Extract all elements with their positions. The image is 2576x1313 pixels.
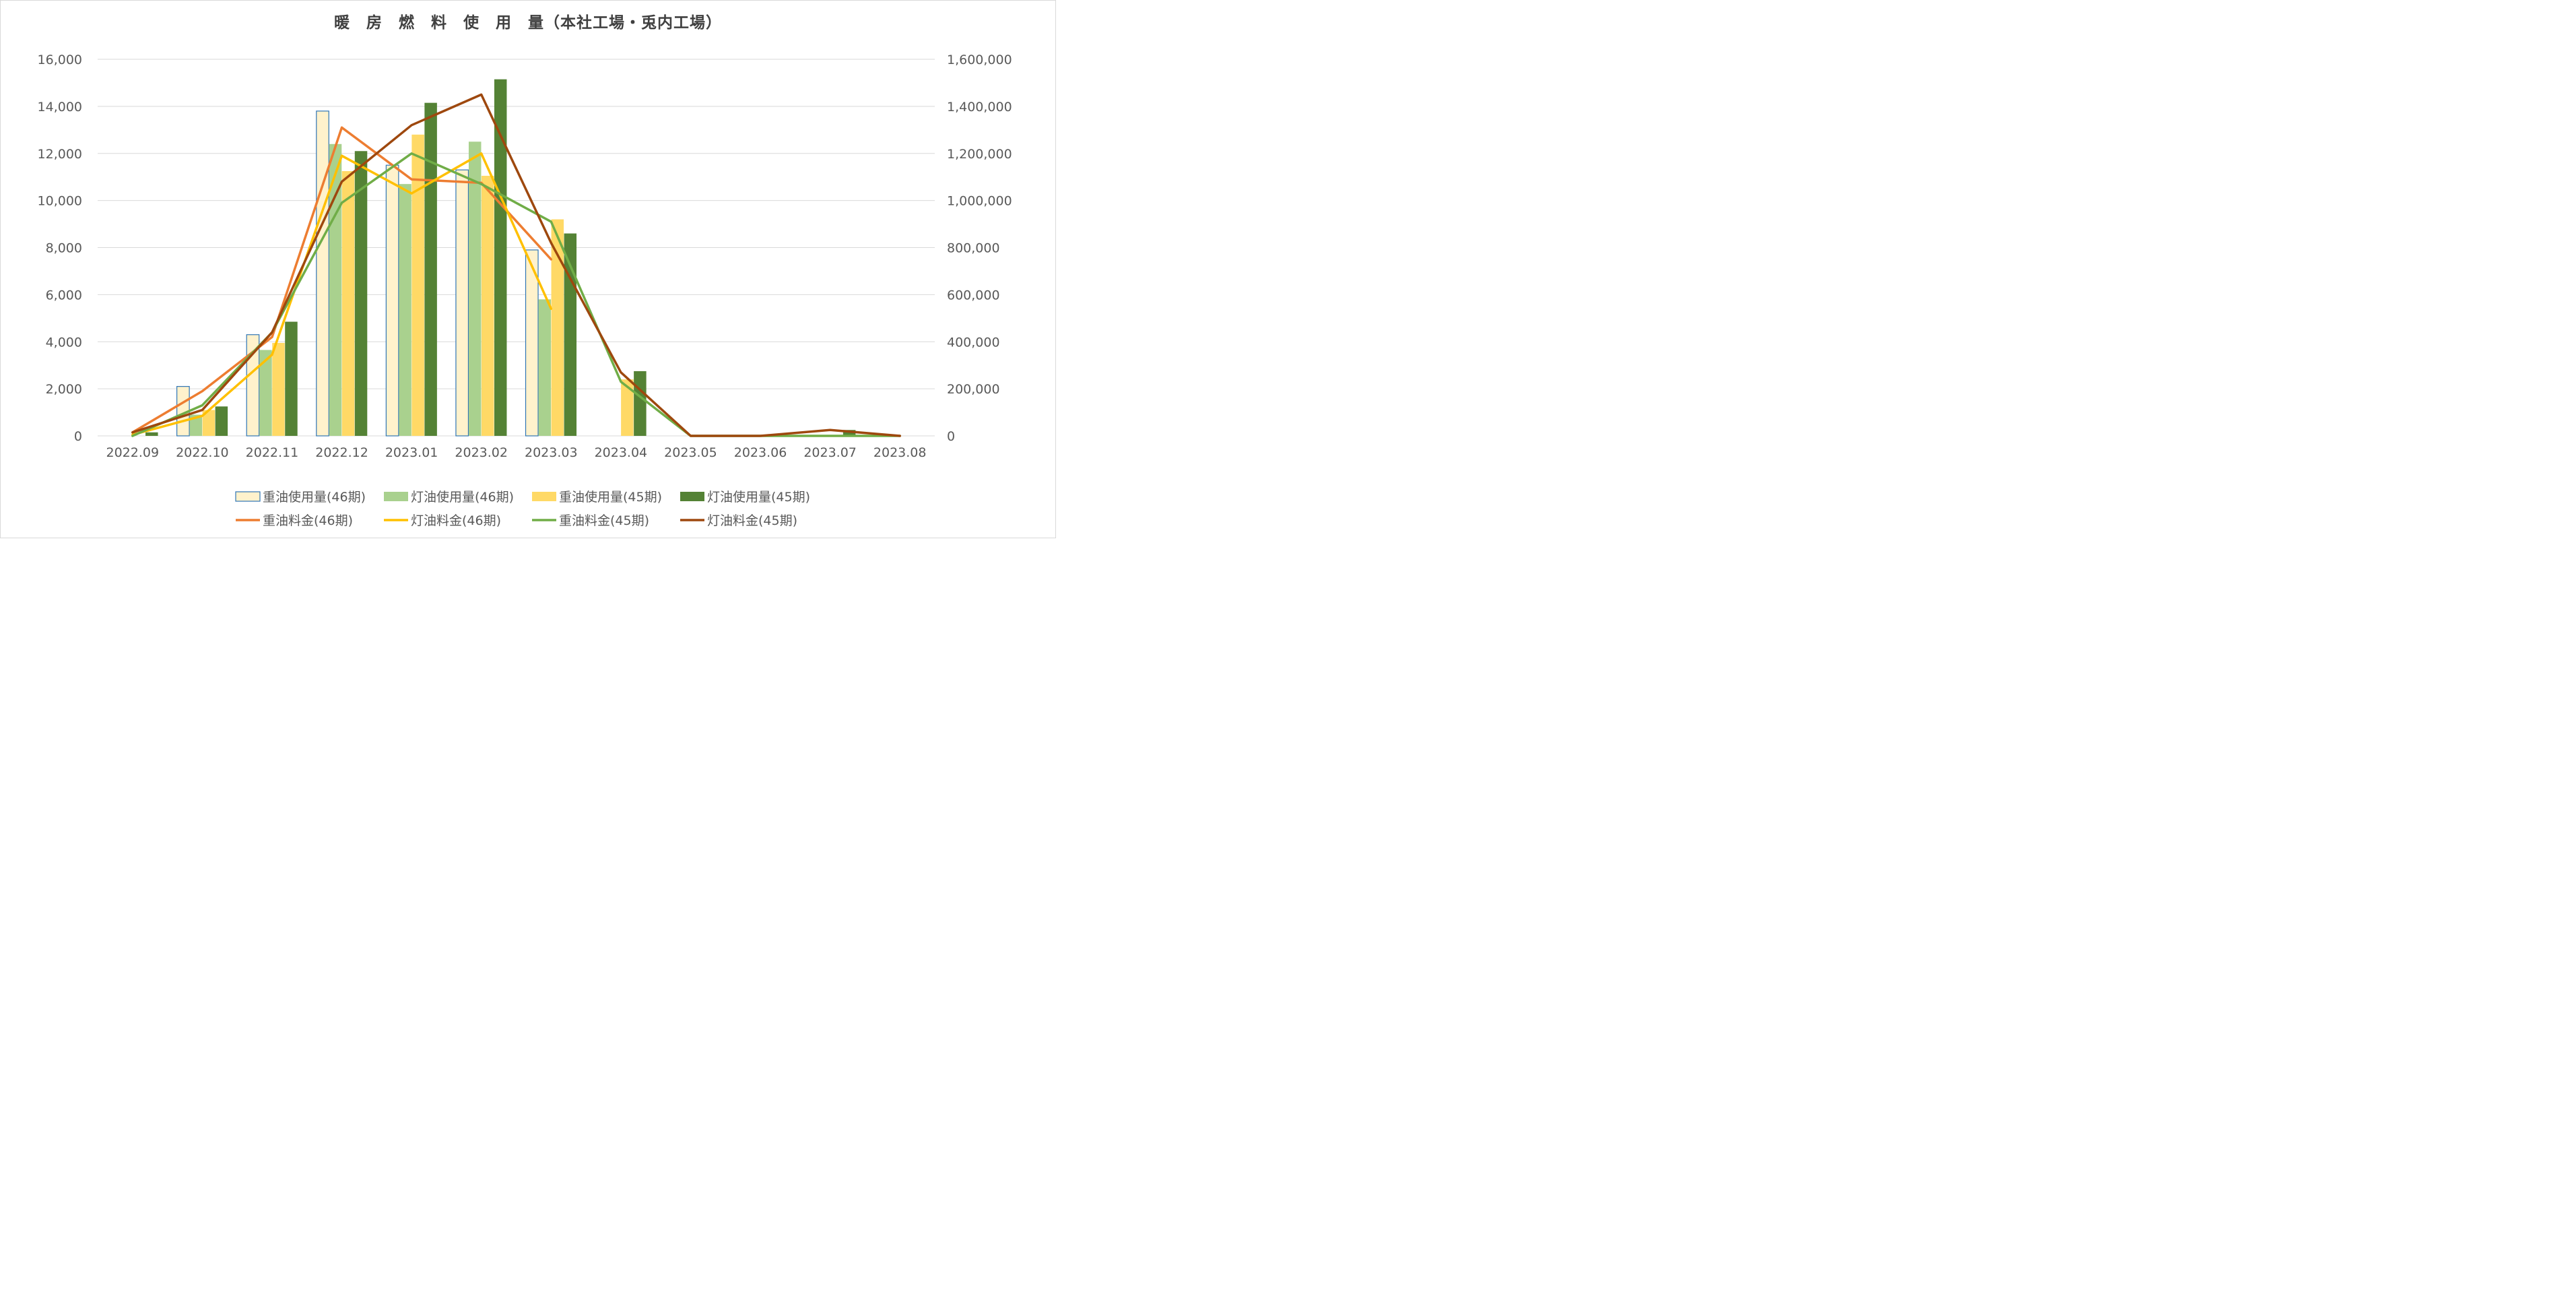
bar bbox=[525, 249, 539, 437]
legend-label: 灯油料金(46期) bbox=[411, 513, 501, 528]
bar bbox=[551, 219, 564, 436]
bar bbox=[202, 410, 216, 436]
y-right-tick-label: 1,000,000 bbox=[947, 194, 1012, 209]
x-tick-label: 2022.12 bbox=[315, 445, 368, 460]
bar bbox=[481, 175, 494, 436]
bar bbox=[538, 299, 552, 436]
chart-frame bbox=[0, 0, 1056, 538]
x-tick-label: 2022.09 bbox=[106, 445, 160, 460]
legend-swatch bbox=[532, 492, 556, 501]
chart-title: 暖 房 燃 料 使 用 量（本社工場・兎内工場） bbox=[334, 14, 722, 32]
bar bbox=[399, 184, 411, 436]
y-left-tick-label: 10,000 bbox=[38, 194, 82, 209]
y-left-tick-label: 2,000 bbox=[46, 382, 82, 397]
y-right-tick-label: 400,000 bbox=[947, 335, 1000, 350]
bar bbox=[329, 143, 342, 436]
x-tick-label: 2022.11 bbox=[246, 445, 299, 460]
y-right-tick-label: 800,000 bbox=[947, 241, 1000, 256]
bar bbox=[246, 334, 260, 437]
bar bbox=[316, 110, 329, 437]
x-tick-label: 2023.02 bbox=[455, 445, 508, 460]
legend-label: 灯油料金(45期) bbox=[707, 513, 797, 528]
y-right-tick-label: 1,400,000 bbox=[947, 100, 1012, 115]
y-left-tick-label: 8,000 bbox=[46, 241, 82, 256]
bar bbox=[354, 151, 368, 436]
y-right-tick-label: 1,600,000 bbox=[947, 53, 1012, 67]
y-left-tick-label: 12,000 bbox=[38, 147, 82, 162]
bar bbox=[634, 371, 647, 436]
y-right-tick-label: 0 bbox=[947, 429, 955, 444]
y-right-tick-label: 1,200,000 bbox=[947, 147, 1012, 162]
legend-label: 重油使用量(46期) bbox=[263, 490, 366, 505]
bar bbox=[341, 170, 355, 436]
y-right-tick-label: 600,000 bbox=[947, 288, 1000, 302]
y-right-tick-label: 200,000 bbox=[947, 382, 1000, 397]
bar bbox=[843, 430, 856, 436]
bar bbox=[424, 102, 437, 436]
x-tick-label: 2023.08 bbox=[873, 445, 927, 460]
bar bbox=[259, 350, 272, 436]
bar bbox=[145, 432, 158, 436]
x-tick-label: 2023.01 bbox=[385, 445, 438, 460]
legend-label: 重油料金(45期) bbox=[559, 513, 649, 528]
bar bbox=[272, 342, 285, 436]
bar bbox=[621, 379, 634, 436]
bar bbox=[494, 79, 507, 436]
x-tick-label: 2023.05 bbox=[664, 445, 717, 460]
bar bbox=[189, 414, 203, 436]
bar bbox=[285, 321, 298, 436]
series-line bbox=[131, 152, 553, 437]
bar bbox=[468, 141, 482, 436]
y-left-tick-label: 4,000 bbox=[46, 335, 82, 350]
legend-swatch bbox=[235, 491, 261, 502]
bar bbox=[385, 164, 399, 437]
chart-canvas: 0 2,000 4,000 6,000 8,000 10,000 12,000 14,000 1… bbox=[38, 53, 1012, 528]
bar bbox=[215, 406, 228, 436]
legend-label: 灯油使用量(45期) bbox=[707, 490, 810, 505]
y-left-tick-label: 0 bbox=[74, 429, 82, 444]
legend-label: 重油料金(46期) bbox=[263, 513, 353, 528]
series-line bbox=[131, 93, 901, 437]
y-left-tick-label: 14,000 bbox=[38, 100, 82, 115]
legend-swatch bbox=[680, 492, 704, 501]
x-tick-label: 2022.10 bbox=[176, 445, 229, 460]
legend-swatch bbox=[384, 492, 408, 501]
y-left-tick-label: 6,000 bbox=[46, 288, 82, 302]
bar bbox=[455, 169, 469, 437]
bar bbox=[411, 134, 424, 437]
legend-label: 灯油使用量(46期) bbox=[411, 490, 514, 505]
x-tick-label: 2023.06 bbox=[734, 445, 787, 460]
x-tick-label: 2023.03 bbox=[525, 445, 578, 460]
y-left-tick-label: 16,000 bbox=[38, 53, 82, 67]
x-tick-label: 2023.04 bbox=[595, 445, 648, 460]
x-tick-label: 2023.07 bbox=[803, 445, 857, 460]
legend-label: 重油使用量(45期) bbox=[559, 490, 662, 505]
